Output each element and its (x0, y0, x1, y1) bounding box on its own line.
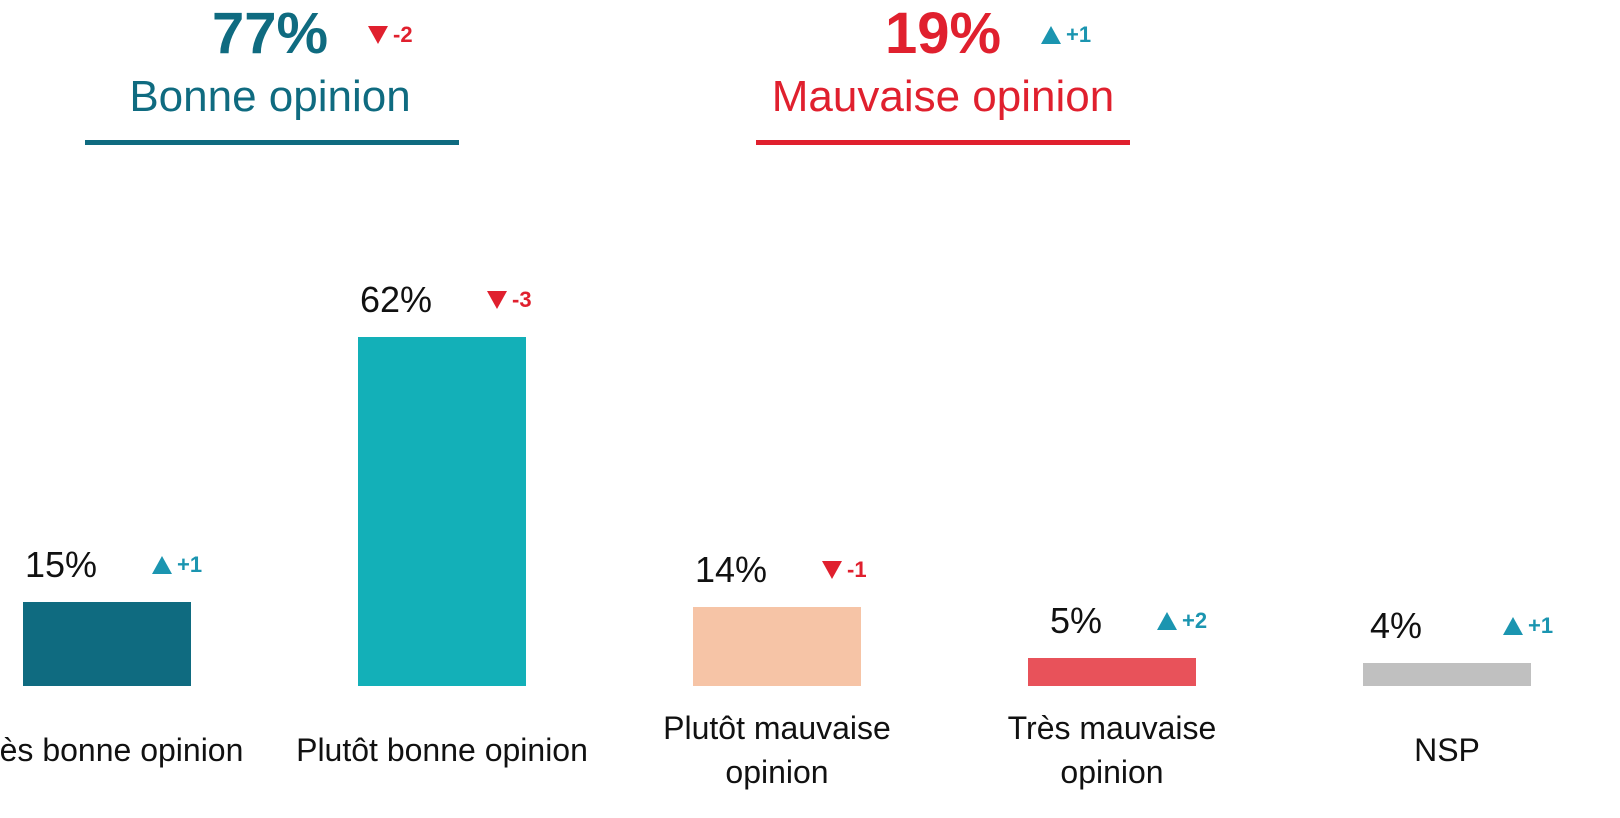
down-arrow (487, 290, 507, 309)
change-label: -3 (512, 286, 532, 312)
change-label: +2 (1182, 607, 1208, 633)
category-label: Très bonne opinion (0, 732, 244, 768)
change-label: +1 (177, 551, 203, 577)
change: -3 (486, 287, 532, 313)
bar (23, 601, 191, 686)
summary-name: Bonne opinion (129, 72, 411, 121)
value-label: 14% (694, 549, 767, 591)
bar (358, 336, 526, 686)
change: +1 (151, 552, 202, 578)
summary-underline (85, 140, 459, 145)
change: -2 (367, 22, 413, 48)
summary-value: 19% (884, 1, 1002, 66)
down-arrow (822, 561, 842, 580)
change: +2 (1156, 608, 1207, 634)
summary-name: Mauvaise opinion (771, 72, 1115, 121)
bar (693, 607, 861, 686)
value-label: 15% (24, 543, 97, 585)
change-label: -1 (847, 557, 867, 583)
value-label: 62% (359, 278, 432, 320)
value-label: 4% (1369, 605, 1422, 647)
change-label: +1 (1066, 22, 1092, 47)
up-arrow (1041, 26, 1061, 44)
change: +1 (1502, 613, 1553, 639)
category-label: Plutôt bonne opinion (296, 732, 588, 768)
down-arrow (368, 26, 388, 44)
up-arrow (152, 555, 172, 574)
summary-underline (756, 140, 1130, 145)
up-arrow (1503, 617, 1523, 636)
change-label: -2 (393, 22, 413, 47)
change: -1 (821, 557, 867, 583)
bar (1363, 663, 1531, 686)
category-label: NSP (1414, 732, 1480, 768)
change: +1 (1040, 22, 1091, 48)
up-arrow (1157, 611, 1177, 630)
category-label: Très mauvaise opinion (1007, 710, 1217, 790)
category-label: Plutôt mauvaise opinion (663, 710, 891, 790)
bar (1028, 657, 1196, 686)
value-label: 5% (1049, 599, 1102, 641)
change-label: +1 (1528, 613, 1554, 639)
summary-value: 77% (211, 1, 329, 66)
